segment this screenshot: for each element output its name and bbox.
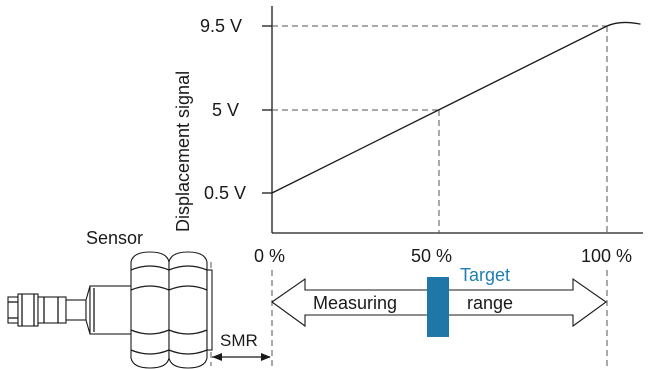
- measuring-label: Measuring: [313, 293, 397, 313]
- smr-arrow-right: [261, 353, 271, 361]
- connector-pin: [7, 296, 19, 324]
- hex-nut-1: [130, 251, 170, 369]
- sensor-face: [206, 269, 213, 351]
- x-tick-label-50: 50 %: [411, 246, 452, 266]
- sensor-body: [89, 285, 133, 335]
- y-axis-title: Displacement signal: [173, 71, 193, 232]
- signal-line: [271, 21, 641, 194]
- connector-taper: [65, 299, 87, 321]
- target-block: [427, 277, 449, 337]
- y-tick-label-95: 9.5 V: [200, 16, 242, 36]
- x-tick-label-0: 0 %: [254, 246, 285, 266]
- connector-neck: [37, 296, 67, 324]
- connector-ring: [17, 293, 39, 327]
- hex-nut-2: [168, 251, 208, 369]
- target-label: Target: [460, 265, 510, 285]
- x-tick-label-100: 100 %: [581, 246, 632, 266]
- y-tick-label-05: 0.5 V: [204, 183, 246, 203]
- smr-arrow-left: [212, 353, 222, 361]
- range-label: range: [467, 293, 513, 313]
- y-tick-label-5: 5 V: [212, 100, 239, 120]
- smr-label: SMR: [220, 331, 258, 350]
- sensor-label: Sensor: [86, 228, 143, 248]
